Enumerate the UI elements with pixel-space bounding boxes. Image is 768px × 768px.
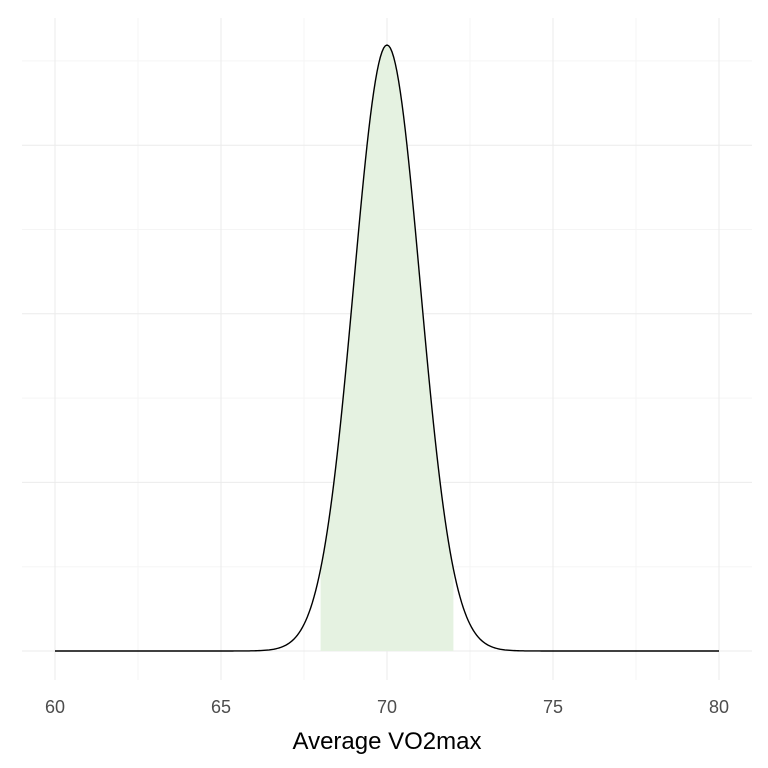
x-axis-title: Average VO2max [293,728,482,755]
x-tick-label: 65 [211,697,231,717]
density-curve [55,44,719,652]
shaded-interval-area [320,45,454,651]
x-tick-label: 60 [45,697,65,717]
x-tick-label: 70 [377,697,397,717]
x-tick-label: 75 [543,697,563,717]
x-tick-label: 80 [709,697,729,717]
x-axis-tick-labels: 60 65 70 75 80 [45,697,729,717]
